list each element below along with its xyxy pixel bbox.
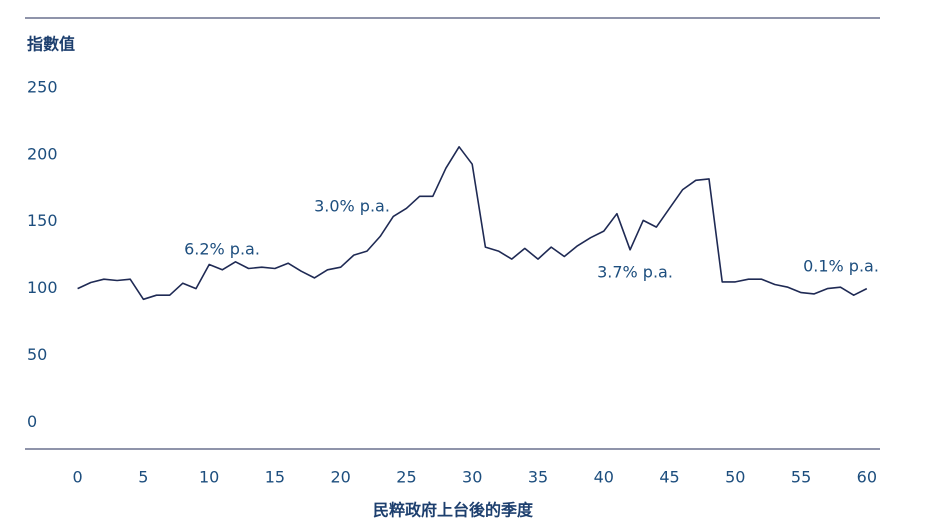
x-tick-label: 55 (791, 468, 811, 487)
annotation: 6.2% p.a. (184, 240, 260, 259)
x-tick-label: 0 (73, 468, 83, 487)
y-axis-label: 指數值 (27, 35, 75, 54)
x-tick-label: 60 (857, 468, 877, 487)
annotation: 0.1% p.a. (803, 257, 879, 276)
y-tick-label: 0 (27, 412, 37, 431)
data-line (77, 146, 868, 301)
x-tick-label: 20 (331, 468, 351, 487)
y-tick-label: 100 (27, 278, 58, 297)
annotation: 3.7% p.a. (597, 263, 673, 282)
x-tick-label: 15 (265, 468, 285, 487)
x-axis-label: 民粹政府上台後的季度 (373, 501, 534, 520)
x-tick-label: 45 (659, 468, 679, 487)
y-tick-label: 200 (27, 144, 58, 163)
y-tick-label: 250 (27, 78, 58, 97)
x-tick-label: 50 (725, 468, 745, 487)
y-tick-label: 150 (27, 211, 58, 230)
x-tick-label: 40 (594, 468, 614, 487)
y-tick-label: 50 (27, 345, 47, 364)
annotation: 3.0% p.a. (314, 197, 390, 216)
x-tick-label: 30 (462, 468, 482, 487)
x-tick-label: 5 (138, 468, 148, 487)
x-tick-label: 10 (199, 468, 219, 487)
x-tick-label: 25 (396, 468, 416, 487)
x-tick-label: 35 (528, 468, 548, 487)
